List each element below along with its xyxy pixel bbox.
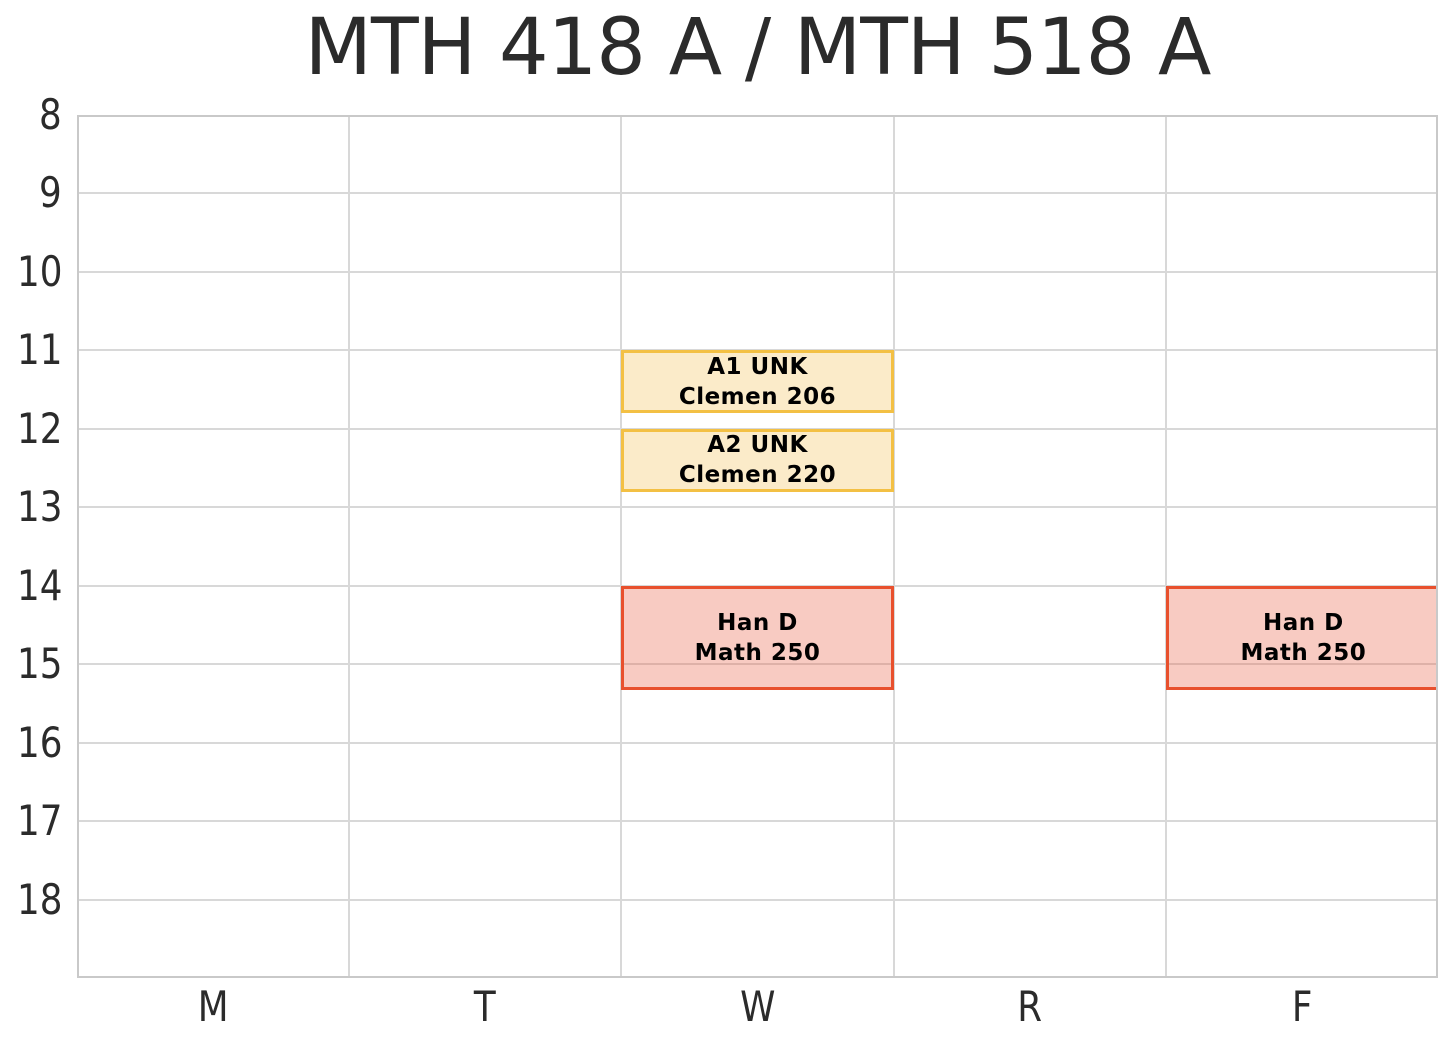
event-title: Han D xyxy=(717,609,798,636)
y-axis-tick-text: 11 xyxy=(16,325,62,375)
x-axis-tick-text: T xyxy=(474,982,497,1031)
x-axis-tick-text: F xyxy=(1291,982,1313,1031)
y-axis-tick-label: 16 xyxy=(0,717,62,767)
gridline-vertical xyxy=(348,115,351,978)
y-axis-tick-label: 18 xyxy=(0,874,62,924)
y-axis-tick-text: 15 xyxy=(16,639,62,689)
plot-border xyxy=(77,115,1438,978)
y-axis-tick-text: 12 xyxy=(16,403,62,453)
y-axis-tick-label: 17 xyxy=(0,797,62,845)
x-axis-tick-label: F xyxy=(1202,983,1402,1031)
y-axis-tick-text: 10 xyxy=(16,246,62,296)
gridline-horizontal xyxy=(77,820,1438,823)
event-location: Clemen 206 xyxy=(678,383,837,410)
event-location: Math 250 xyxy=(1240,639,1367,666)
y-axis-tick-label: 10 xyxy=(0,246,62,296)
gridline-vertical xyxy=(620,115,623,978)
gridline-horizontal xyxy=(77,192,1438,195)
gridline-horizontal xyxy=(77,270,1438,273)
x-axis-tick-text: M xyxy=(197,982,229,1031)
gridline-vertical xyxy=(892,115,895,978)
y-axis-tick-label: 11 xyxy=(0,326,62,374)
x-axis-tick-label: R xyxy=(930,983,1130,1031)
event-location: Math 250 xyxy=(694,639,821,666)
y-axis-tick-label: 14 xyxy=(0,560,62,610)
x-axis-tick-label: M xyxy=(113,983,313,1031)
event-block: A2 UNK Clemen 220 xyxy=(621,428,894,492)
y-axis-tick-label: 8 xyxy=(0,91,62,139)
y-axis-tick-label: 13 xyxy=(0,483,62,531)
x-axis-tick-text: W xyxy=(739,982,776,1031)
y-axis-tick-text: 13 xyxy=(16,482,62,532)
y-axis-tick-text: 18 xyxy=(16,874,62,924)
gridline-horizontal xyxy=(77,898,1438,901)
gridline-horizontal xyxy=(77,663,1438,666)
chart-title: MTH 418 A / MTH 518 A xyxy=(304,3,1212,93)
event-title: A2 UNK xyxy=(707,432,808,459)
y-axis-tick-text: 8 xyxy=(39,90,62,139)
y-axis-tick-label: 15 xyxy=(0,640,62,688)
event-title: A1 UNK xyxy=(707,353,808,380)
event-block: A1 UNK Clemen 206 xyxy=(621,350,894,414)
y-axis-tick-label: 9 xyxy=(0,169,62,217)
gridline-horizontal xyxy=(77,506,1438,509)
y-axis-tick-text: 9 xyxy=(39,168,62,218)
x-axis-tick-text: R xyxy=(1017,982,1043,1031)
event-location: Clemen 220 xyxy=(678,462,837,489)
event-block: Han D Math 250 xyxy=(621,585,894,691)
x-axis-tick-label: W xyxy=(658,983,858,1031)
x-axis-tick-label: T xyxy=(385,983,585,1031)
y-axis-tick-text: 14 xyxy=(16,560,62,610)
y-axis-tick-label: 12 xyxy=(0,403,62,453)
event-block: Han D Math 250 xyxy=(1165,585,1438,691)
event-title: Han D xyxy=(1263,609,1344,636)
plot-area: A1 UNK Clemen 206 A2 UNK Clemen 220 Han D Mat… xyxy=(77,115,1438,978)
y-axis-tick-text: 16 xyxy=(16,717,62,767)
y-axis-tick-text: 17 xyxy=(16,796,62,846)
gridline-vertical xyxy=(1164,115,1167,978)
gridline-horizontal xyxy=(77,741,1438,744)
